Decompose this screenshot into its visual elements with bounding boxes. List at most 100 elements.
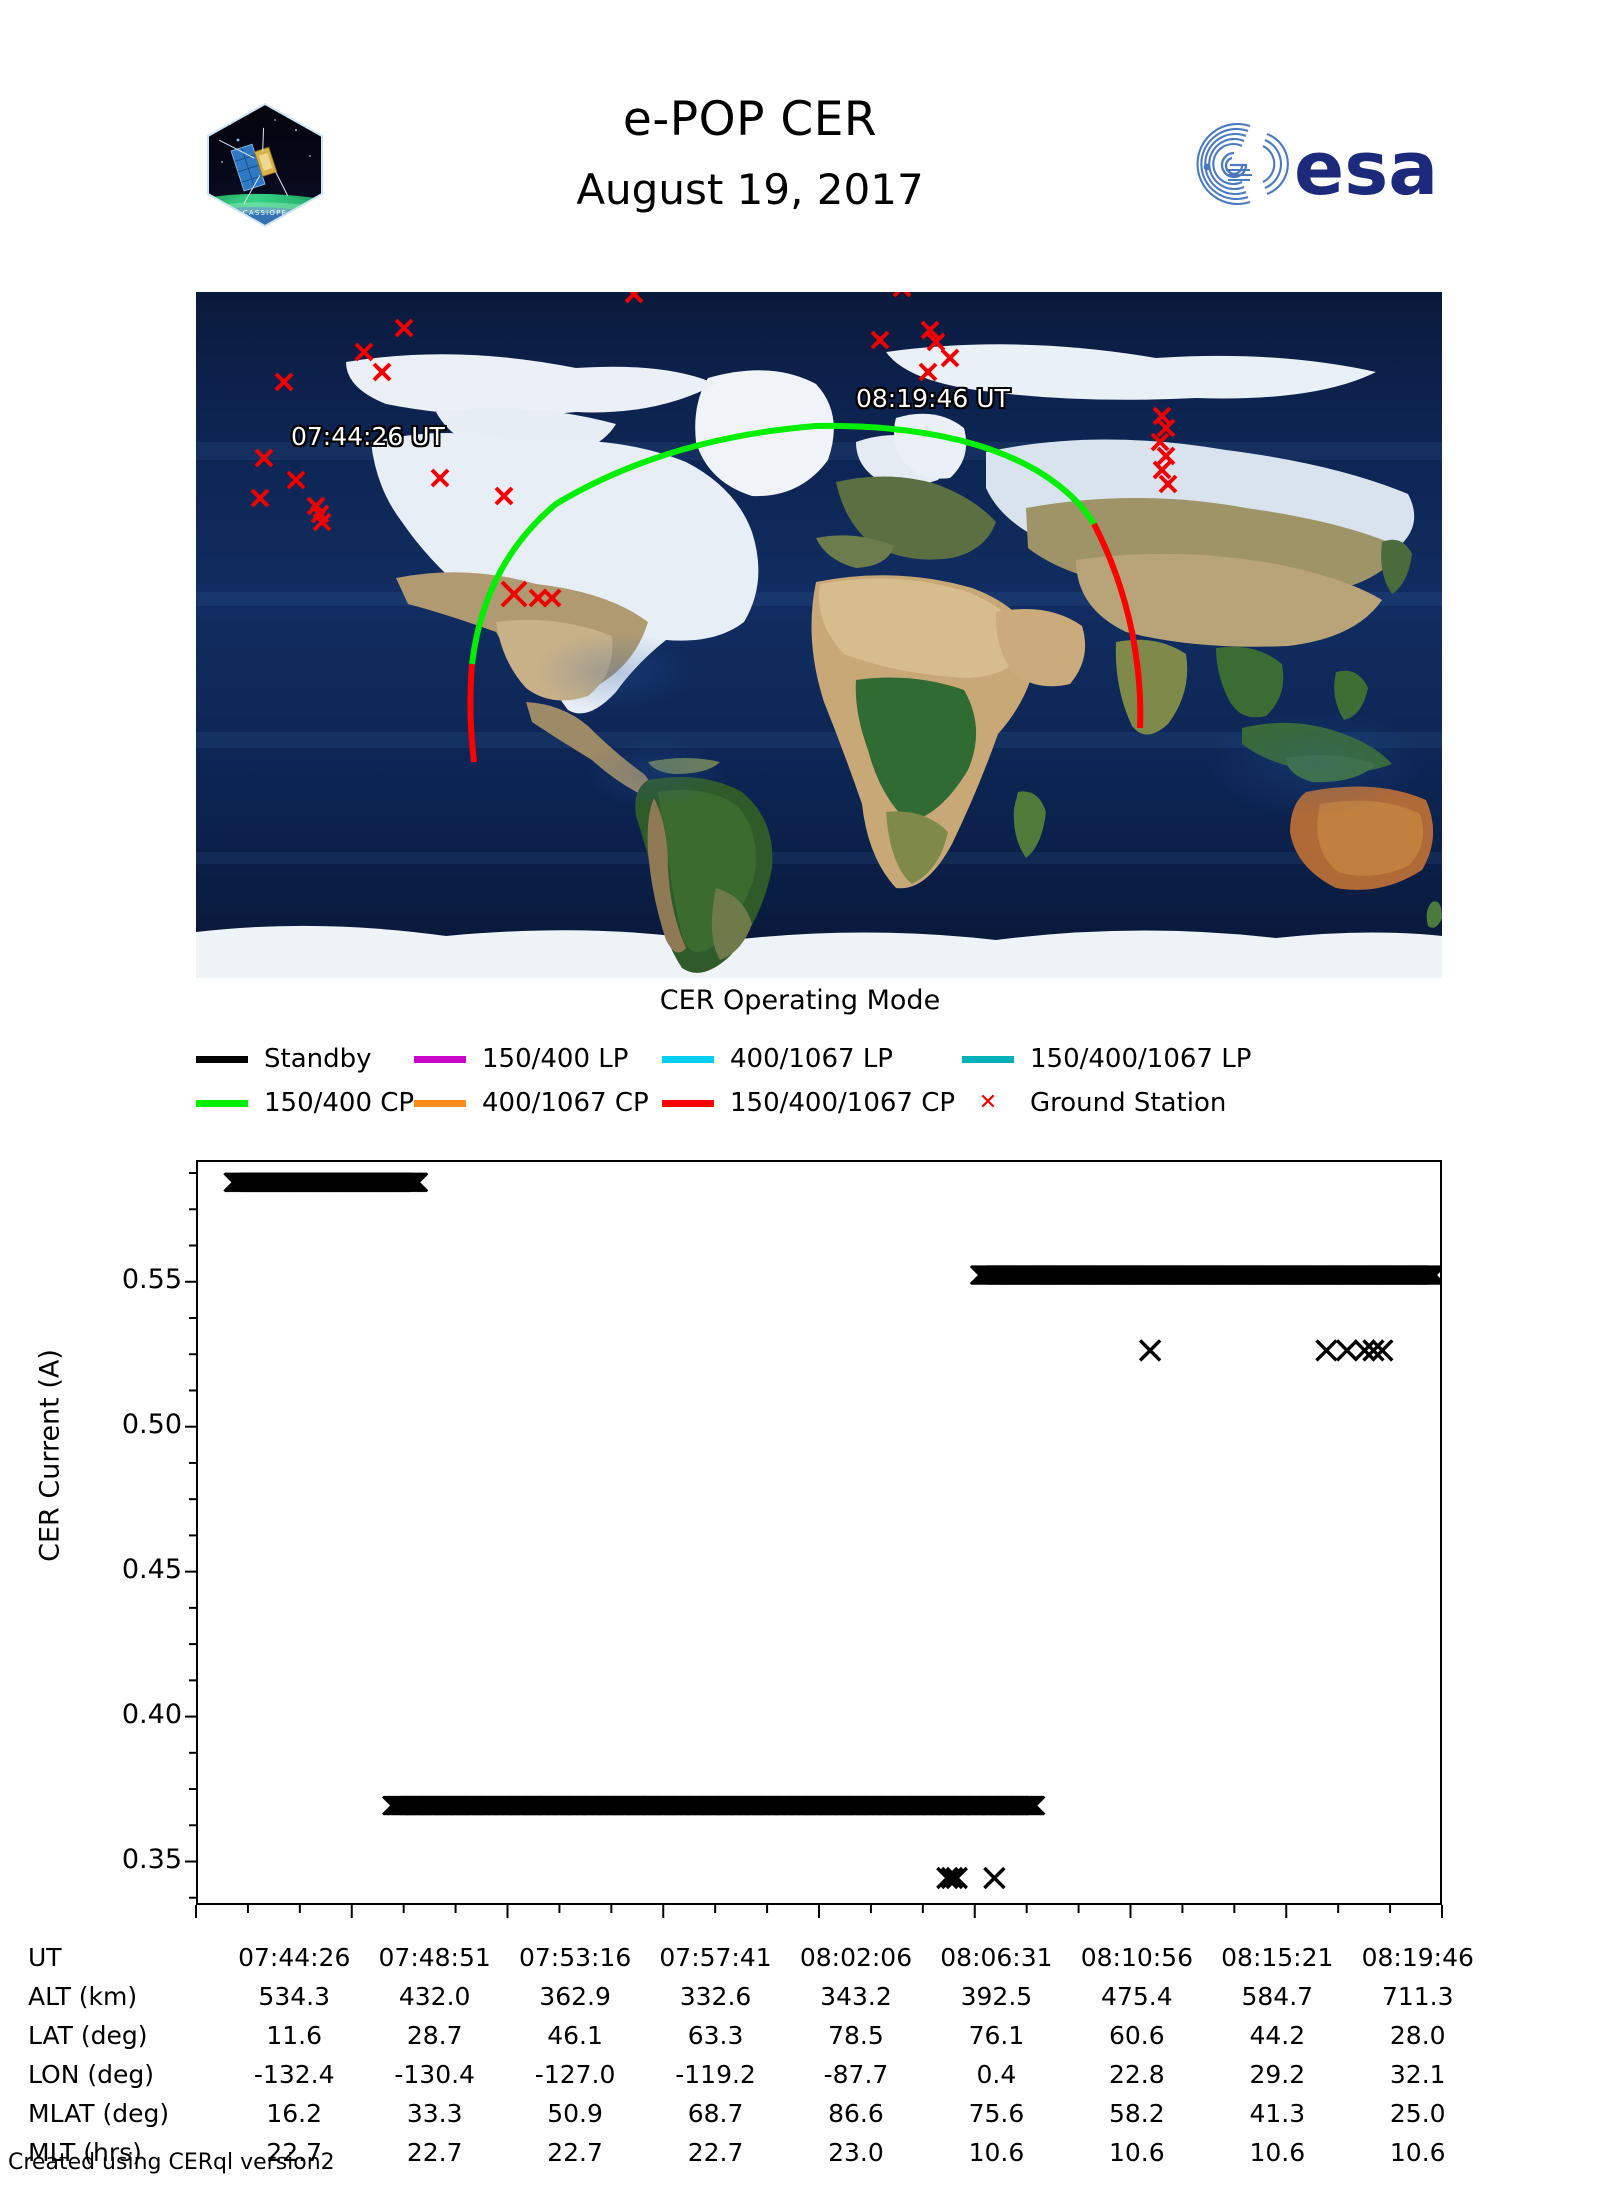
table-cell: -119.2 — [675, 2060, 756, 2089]
table-cell: 07:53:16 — [518, 1943, 632, 1972]
table-cell: 28.0 — [1389, 2021, 1446, 2050]
track-segment-green — [469, 422, 1097, 665]
ground-station-markers — [250, 292, 1178, 608]
legend-label-ground-station: Ground Station — [1030, 1088, 1227, 1118]
y-tick-label: 0.40 — [121, 1698, 182, 1730]
table-row-key: LAT (deg) — [28, 2021, 148, 2050]
table-cell: 86.6 — [828, 2099, 884, 2128]
table-cell: 25.0 — [1389, 2099, 1446, 2128]
y-tick-label: 0.55 — [121, 1263, 182, 1295]
table-row-key: UT — [28, 1943, 62, 1972]
table-cell: 08:19:46 — [1361, 1943, 1474, 1972]
table-row-key: MLT (hrs) — [28, 2138, 142, 2167]
legend-label-150-400-cp: 150/400 CP — [264, 1088, 415, 1118]
legend-row-1: Standby 150/400 LP 400/1067 LP 150/400/1… — [196, 1037, 1446, 1081]
table-row-key: ALT (km) — [28, 1982, 138, 2011]
esa-wordmark: esa — [1294, 126, 1438, 210]
table-cell: 46.1 — [547, 2021, 603, 2050]
table-row: ALT (km) 534.3 432.0 362.9 332.6 343.2 392.5 47… — [28, 1977, 1488, 2016]
legend-entry-400-1067-cp: 400/1067 CP — [414, 1088, 662, 1118]
track-segment-red-end — [1091, 522, 1144, 729]
legend-swatch-400-1067-lp — [662, 1055, 714, 1063]
table-cell: 11.6 — [266, 2021, 323, 2050]
table-cell: 10.6 — [1109, 2138, 1165, 2167]
legend-label-150-400-1067-cp: 150/400/1067 CP — [730, 1088, 956, 1118]
cer-current-scatter-plot — [196, 1160, 1442, 1905]
legend-entry-ground-station: ✕ Ground Station — [962, 1088, 1227, 1118]
table-row-key: LON (deg) — [28, 2060, 154, 2089]
table-row: MLT (hrs) 22.7 22.7 22.7 22.7 23.0 10.6 10.6 10.… — [28, 2133, 1488, 2172]
table-cell: 08:15:21 — [1221, 1943, 1334, 1972]
legend-label-150-400-lp: 150/400 LP — [482, 1044, 629, 1074]
ground-station-icon: ✕ — [978, 1090, 998, 1115]
table-cell: 10.6 — [1249, 2138, 1306, 2167]
operating-mode-legend: Standby 150/400 LP 400/1067 LP 150/400/1… — [196, 1037, 1446, 1125]
table-cell: 711.3 — [1381, 1982, 1454, 2011]
y-tick-label: 0.35 — [121, 1843, 182, 1875]
table-cell: 78.5 — [828, 2021, 884, 2050]
map-caption: CER Operating Mode — [659, 985, 941, 1016]
y-tick-label: 0.45 — [121, 1553, 182, 1585]
legend-entry-400-1067-lp: 400/1067 LP — [662, 1044, 962, 1074]
table-row: MLAT (deg) 16.2 33.3 50.9 68.7 86.6 75.6 58.2 41… — [28, 2094, 1488, 2133]
legend-label-400-1067-lp: 400/1067 LP — [730, 1044, 893, 1074]
table-cell: 22.7 — [547, 2138, 603, 2167]
legend-entry-standby: Standby — [196, 1044, 414, 1074]
legend-row-2: 150/400 CP 400/1067 CP 150/400/1067 CP ✕… — [196, 1081, 1446, 1125]
world-map-canvas — [196, 292, 1442, 978]
table-cell: 50.9 — [547, 2099, 603, 2128]
legend-swatch-150-400-lp — [414, 1055, 466, 1063]
table-cell: 41.3 — [1249, 2099, 1306, 2128]
legend-entry-150-400-lp: 150/400 LP — [414, 1044, 662, 1074]
table-cell: 08:06:31 — [940, 1943, 1053, 1972]
scatter-marker-layer — [223, 1172, 1440, 1890]
table-cell: 60.6 — [1109, 2021, 1165, 2050]
table-cell: 10.6 — [968, 2138, 1025, 2167]
table-cell: 584.7 — [1241, 1982, 1314, 2011]
table-cell: 44.2 — [1249, 2021, 1306, 2050]
legend-swatch-150-400-1067-lp — [962, 1055, 1014, 1063]
table-cell: -127.0 — [534, 2060, 616, 2089]
legend-swatch-400-1067-cp — [414, 1099, 466, 1107]
table-cell: 343.2 — [820, 1982, 892, 2011]
legend-label-150-400-1067-lp: 150/400/1067 LP — [1030, 1044, 1252, 1074]
page-title: e-POP CER — [622, 92, 878, 147]
table-cell: 432.0 — [398, 1982, 471, 2011]
table-row: UT 07:44:26 07:48:51 07:53:16 07:57:41 08:02:… — [28, 1938, 1488, 1977]
table-row: LON (deg) -132.4 -130.4 -127.0 -119.2 -87.7 0.… — [28, 2055, 1488, 2094]
title-block: e-POP CER August 19, 2017 — [400, 95, 1100, 212]
legend-entry-150-400-cp: 150/400 CP — [196, 1088, 414, 1118]
table-cell: 332.6 — [679, 1982, 752, 2011]
table-cell: 22.7 — [266, 2138, 323, 2167]
table-cell: 534.3 — [258, 1982, 330, 2011]
table-cell: 22.8 — [1109, 2060, 1165, 2089]
table-cell: -87.7 — [823, 2060, 889, 2089]
table-row: LAT (deg) 11.6 28.7 46.1 63.3 78.5 76.1 60.6 44.… — [28, 2016, 1488, 2055]
table-cell: -130.4 — [394, 2060, 475, 2089]
table-cell: 22.7 — [406, 2138, 463, 2167]
table-cell: 0.4 — [976, 2060, 1017, 2089]
svg-text:CASSIOPE: CASSIOPE — [243, 209, 287, 217]
cassiope-mission-patch-icon: CASSIOPE — [200, 100, 330, 230]
page-date: August 19, 2017 — [576, 165, 924, 215]
table-cell: 07:57:41 — [659, 1943, 772, 1972]
table-cell: 362.9 — [539, 1982, 611, 2011]
table-cell: 475.4 — [1101, 1982, 1173, 2011]
table-cell: 07:44:26 — [238, 1943, 351, 1972]
legend-swatch-150-400-1067-cp — [662, 1099, 714, 1107]
table-cell: 22.7 — [687, 2138, 744, 2167]
legend-swatch-standby — [196, 1055, 248, 1063]
legend-label-standby: Standby — [264, 1044, 372, 1074]
table-cell: 08:10:56 — [1080, 1943, 1193, 1972]
table-cell: 07:48:51 — [378, 1943, 491, 1972]
scatter-markers — [223, 1172, 1440, 1890]
esa-logo-icon: esa — [1172, 120, 1452, 212]
footer-credit: Created using CERql version2 — [8, 2150, 335, 2175]
y-axis-title: CER Current (A) — [34, 1349, 66, 1562]
table-cell: 28.7 — [406, 2021, 463, 2050]
track-end-time-label: 08:19:46 UT — [856, 384, 1010, 413]
table-cell: 08:02:06 — [799, 1943, 913, 1972]
track-segment-red-start — [467, 663, 477, 763]
table-row-key: MLAT (deg) — [28, 2099, 170, 2128]
table-cell: 68.7 — [687, 2099, 744, 2128]
